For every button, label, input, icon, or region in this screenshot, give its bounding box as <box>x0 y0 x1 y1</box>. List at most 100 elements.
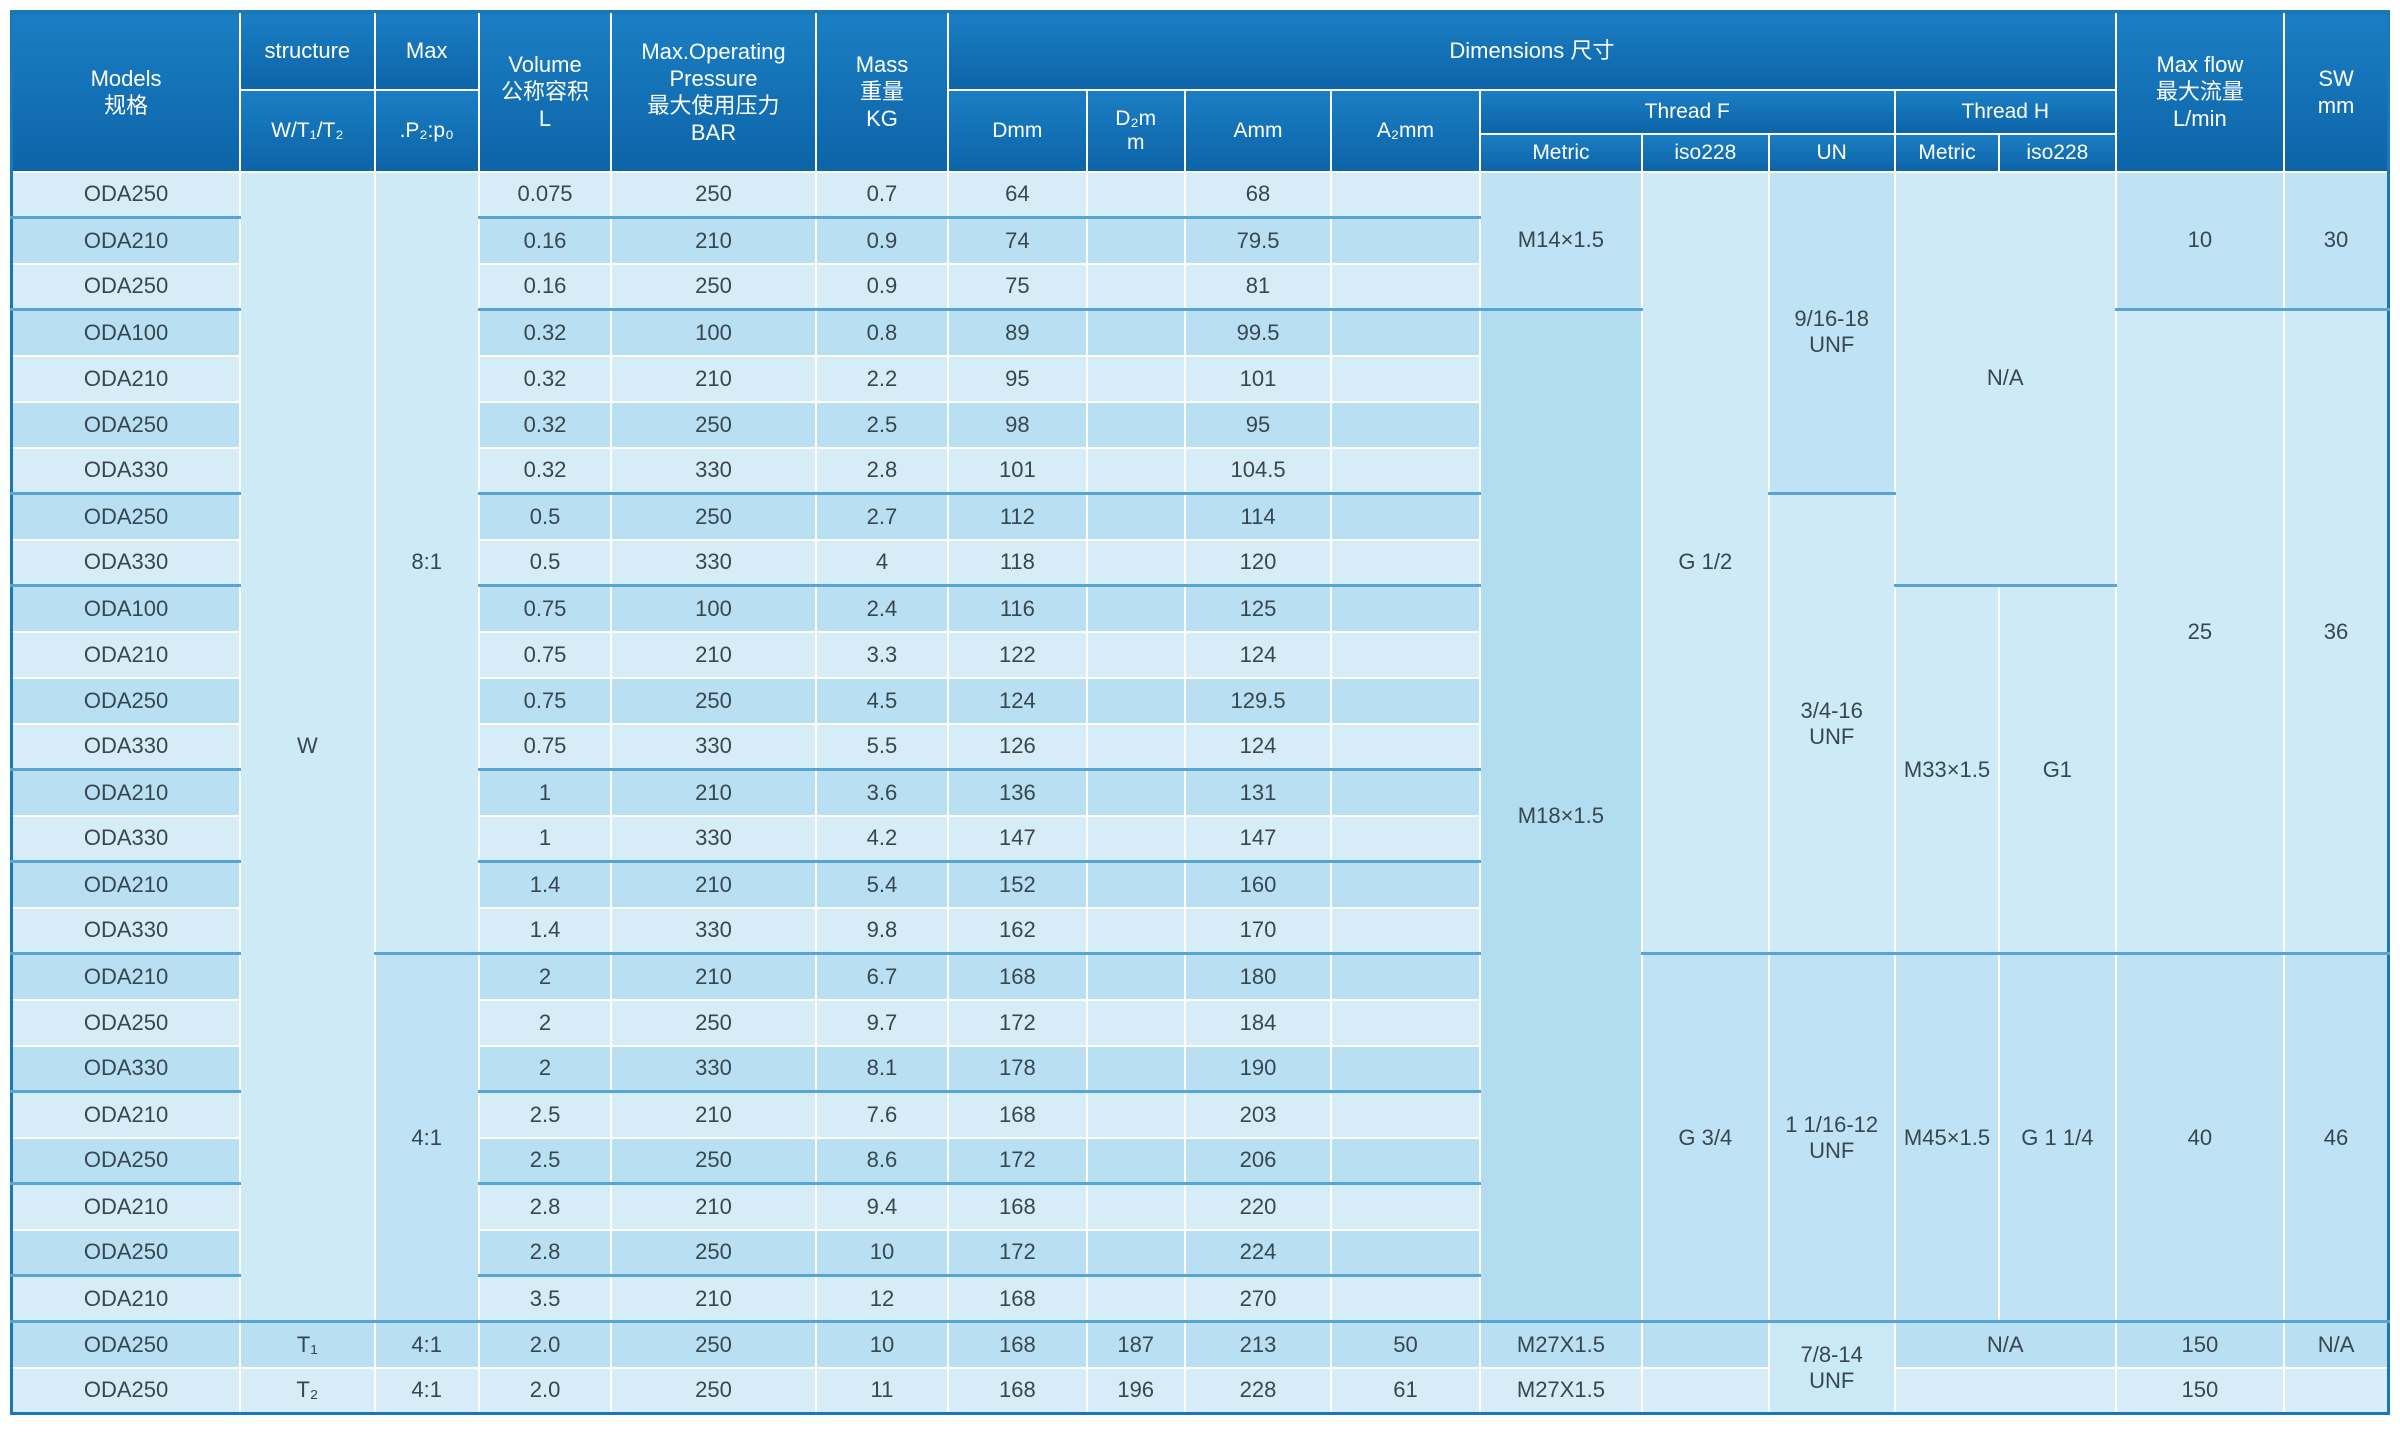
cell-dmm: 122 <box>947 630 1088 679</box>
cell-dmm: 168 <box>947 1090 1088 1139</box>
cell-amm: 206 <box>1183 1136 1333 1185</box>
cell-amm: 120 <box>1183 538 1333 587</box>
cell-model: ODA210 <box>10 216 242 265</box>
cell-volume: 2.5 <box>477 1090 613 1139</box>
cell-pressure: 330 <box>610 906 817 955</box>
cell-dmm: 168 <box>947 1320 1088 1369</box>
cell-mass: 0.9 <box>814 262 950 311</box>
cell-volume: 2 <box>477 952 613 1001</box>
col-header-max-ratio-sub: .P₂:p₀ <box>373 88 480 173</box>
cell-thread-f-metric: M27X1.5 <box>1478 1366 1644 1415</box>
cell-amm: 147 <box>1183 814 1333 863</box>
cell-dmm: 136 <box>947 768 1088 817</box>
cell-volume: 2.0 <box>477 1320 613 1369</box>
table-row: ODA250 0.75 250 4.5 124 129.5 <box>10 676 2389 725</box>
cell-mass: 6.7 <box>814 952 950 1001</box>
cell-model: ODA250 <box>10 492 242 541</box>
cell-pressure: 250 <box>610 492 817 541</box>
cell-model: ODA250 <box>10 1320 242 1369</box>
cell-mass: 2.8 <box>814 446 950 495</box>
cell-dmm: 168 <box>947 1182 1088 1231</box>
cell-mass: 11 <box>814 1366 950 1415</box>
cell-model: ODA250 <box>10 998 242 1047</box>
cell-pressure: 330 <box>610 814 817 863</box>
cell-mass: 2.7 <box>814 492 950 541</box>
cell-mass: 4.2 <box>814 814 950 863</box>
cell-max-ratio: 4:1 <box>373 952 480 1323</box>
cell-d2mm <box>1085 308 1186 357</box>
cell-thread-h: N/A <box>1893 170 2117 587</box>
cell-pressure: 250 <box>610 676 817 725</box>
cell-model: ODA330 <box>10 446 242 495</box>
cell-mass: 2.2 <box>814 354 950 403</box>
cell-amm: 99.5 <box>1183 308 1333 357</box>
table-row: ODA250 W 8:1 0.075 250 0.7 64 68 M14×1.5 G 1/2 9/1… <box>10 170 2390 1323</box>
cell-thread-h: N/A <box>1893 1320 2117 1369</box>
cell-a2mm <box>1330 262 1481 311</box>
table-row: ODA210 0.32 210 2.2 95 101 <box>10 354 2389 403</box>
cell-d2mm: 196 <box>1085 1366 1186 1415</box>
cell-dmm: 116 <box>947 584 1088 633</box>
cell-pressure: 100 <box>610 308 817 357</box>
col-header-thread-f: Thread F <box>1478 88 1896 135</box>
cell-max-flow: 40 <box>2114 952 2286 1323</box>
cell-mass: 9.7 <box>814 998 950 1047</box>
cell-a2mm <box>1330 1136 1481 1185</box>
table-row: ODA330 0.75 330 5.5 126 124 <box>10 722 2389 771</box>
cell-dmm: 178 <box>947 1044 1088 1093</box>
cell-dmm: 74 <box>947 216 1088 265</box>
cell-d2mm <box>1085 952 1186 1001</box>
cell-pressure: 330 <box>610 446 817 495</box>
cell-max-ratio: 4:1 <box>373 1320 480 1369</box>
cell-a2mm <box>1330 952 1481 1001</box>
col-header-thread-h-iso228: iso228 <box>1998 132 2117 173</box>
cell-dmm: 162 <box>947 906 1088 955</box>
cell-model: ODA210 <box>10 768 242 817</box>
cell-pressure: 250 <box>610 262 817 311</box>
header-row-1: Models 规格 structure Max Volume 公称容积 L Ma… <box>10 10 2390 173</box>
cell-model: ODA210 <box>10 630 242 679</box>
cell-model: ODA210 <box>10 1274 242 1323</box>
table-row: ODA210 1.4 210 5.4 152 160 <box>10 860 2389 909</box>
cell-amm: 213 <box>1183 1320 1333 1369</box>
cell-volume: 2 <box>477 1044 613 1093</box>
cell-model: ODA330 <box>10 906 242 955</box>
table-row: ODA330 1 330 4.2 147 147 <box>10 814 2389 863</box>
cell-a2mm <box>1330 676 1481 725</box>
cell-model: ODA330 <box>10 722 242 771</box>
table-row: ODA250 0.5 250 2.7 112 114 3/4-16 UNF <box>10 492 2389 955</box>
cell-d2mm <box>1085 400 1186 449</box>
cell-volume: 1 <box>477 814 613 863</box>
cell-d2mm <box>1085 814 1186 863</box>
table-row: ODA210 2.8 210 9.4 168 220 <box>10 1182 2389 1231</box>
cell-model: ODA100 <box>10 308 242 357</box>
cell-max-flow: 10 <box>2114 170 2286 311</box>
cell-volume: 2.8 <box>477 1182 613 1231</box>
cell-dmm: 147 <box>947 814 1088 863</box>
cell-amm: 180 <box>1183 952 1333 1001</box>
cell-a2mm <box>1330 630 1481 679</box>
header-row-3: Metric iso228 UN Metric iso228 <box>12 132 2389 173</box>
cell-a2mm <box>1330 354 1481 403</box>
cell-d2mm <box>1085 492 1186 541</box>
cell-dmm: 98 <box>947 400 1088 449</box>
table-row: ODA250 0.16 250 0.9 75 81 <box>10 262 2389 311</box>
cell-sw <box>2283 1366 2390 1415</box>
cell-pressure: 250 <box>610 1136 817 1185</box>
cell-amm: 160 <box>1183 860 1333 909</box>
cell-thread-f-metric: M18×1.5 <box>1478 308 1644 1323</box>
cell-d2mm <box>1085 170 1186 219</box>
cell-d2mm <box>1085 906 1186 955</box>
cell-dmm: 168 <box>947 952 1088 1001</box>
cell-structure: T₂ <box>239 1366 376 1415</box>
cell-pressure: 250 <box>610 1228 817 1277</box>
cell-d2mm <box>1085 722 1186 771</box>
cell-model: ODA330 <box>10 814 242 863</box>
cell-volume: 2.0 <box>477 1366 613 1415</box>
cell-d2mm <box>1085 630 1186 679</box>
table-row: ODA210 0.16 210 0.9 74 79.5 <box>10 216 2389 265</box>
header-row-2: W/T₁/T₂ .P₂:p₀ Dmm D₂m m Amm A₂mm Thread… <box>12 88 2389 173</box>
cell-thread-f-un: 1 1/16-12 UNF <box>1767 952 1896 1323</box>
table-row: ODA210 0.75 210 3.3 122 124 <box>10 630 2389 679</box>
cell-a2mm: 50 <box>1330 1320 1481 1369</box>
